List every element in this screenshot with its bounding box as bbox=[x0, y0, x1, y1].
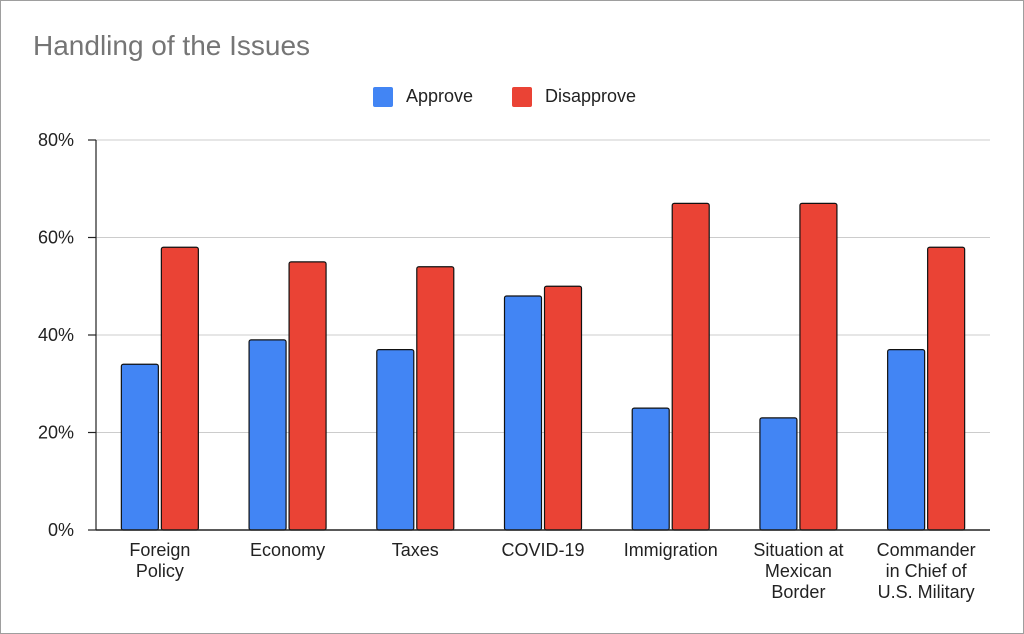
y-tick-label: 60% bbox=[38, 228, 74, 248]
bar-disapprove bbox=[671, 202, 710, 531]
x-tick-label-line: Economy bbox=[250, 540, 325, 560]
y-tick-label: 0% bbox=[48, 520, 74, 540]
x-tick-label-line: in Chief of bbox=[886, 561, 968, 581]
y-tick-label: 40% bbox=[38, 325, 74, 345]
bar-disapprove bbox=[799, 202, 838, 531]
x-tick-label: Foreign Policy bbox=[129, 540, 190, 581]
x-tick-label-line: COVID-19 bbox=[501, 540, 584, 560]
x-tick-label: Situation at Mexican Border bbox=[753, 540, 843, 602]
x-tick-label-line: Situation at bbox=[753, 540, 843, 560]
y-tick-label: 80% bbox=[38, 130, 74, 150]
legend: Approve Disapprove bbox=[0, 86, 1024, 110]
x-tick-label-line: Foreign bbox=[129, 540, 190, 560]
x-tick-label-line: Border bbox=[771, 582, 825, 602]
legend-label-disapprove: Disapprove bbox=[545, 86, 637, 106]
bar-approve bbox=[759, 417, 798, 531]
bar-approve bbox=[631, 407, 670, 531]
bar-approve bbox=[120, 363, 159, 531]
legend-swatch-disapprove bbox=[512, 86, 532, 107]
x-tick-label-line: U.S. Military bbox=[878, 582, 975, 602]
bar-disapprove bbox=[543, 285, 583, 531]
bar-disapprove bbox=[288, 261, 327, 531]
bar-disapprove bbox=[416, 266, 455, 531]
legend-label-approve: Approve bbox=[406, 86, 474, 106]
x-tick-label-line: Commander bbox=[877, 540, 976, 560]
x-tick-label: Economy bbox=[250, 540, 325, 560]
x-tick-label: Commander in Chief of U.S. Military bbox=[877, 540, 976, 602]
x-tick-label: Immigration bbox=[624, 540, 718, 560]
x-tick-label: Taxes bbox=[392, 540, 439, 560]
legend-item-disapprove: Disapprove bbox=[512, 86, 636, 107]
chart-title: Handling of the Issues bbox=[33, 30, 311, 61]
x-tick-label-line: Immigration bbox=[624, 540, 718, 560]
legend-item-approve: Approve bbox=[373, 86, 473, 107]
y-tick-label: 20% bbox=[38, 423, 74, 443]
bar-approve bbox=[248, 339, 287, 531]
bar-approve bbox=[376, 349, 415, 531]
bar-disapprove bbox=[160, 246, 199, 531]
legend-swatch-approve bbox=[373, 86, 393, 107]
bar-approve bbox=[887, 349, 926, 531]
x-tick-label-line: Mexican bbox=[765, 561, 832, 581]
x-tick-label: COVID-19 bbox=[501, 540, 584, 560]
x-tick-label-line: Policy bbox=[136, 561, 184, 581]
x-tick-label-line: Taxes bbox=[392, 540, 439, 560]
bar-disapprove bbox=[927, 246, 966, 531]
bar-approve bbox=[503, 295, 543, 531]
